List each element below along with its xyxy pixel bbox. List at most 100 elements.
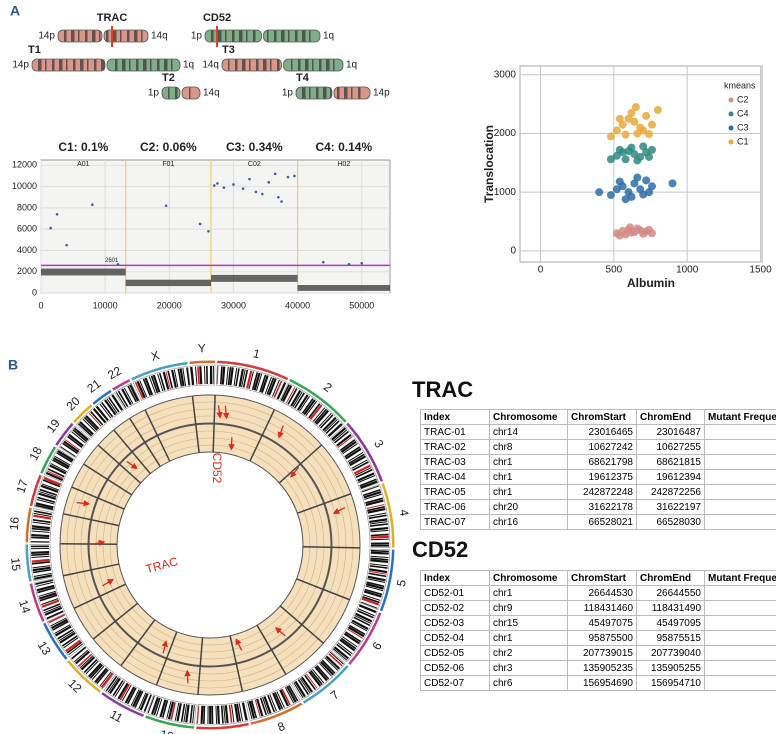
ideogram-band	[31, 558, 50, 563]
chromosome-band	[246, 30, 248, 42]
chromosome-arc	[250, 702, 303, 725]
ideogram-band	[47, 468, 65, 478]
ideogram-band	[220, 705, 224, 724]
ideogram-band	[31, 553, 50, 556]
table-title: TRAC	[412, 377, 474, 402]
table-cell: 135905255	[636, 660, 705, 676]
ideogram-band	[54, 455, 71, 466]
point	[626, 223, 634, 232]
point	[615, 177, 624, 186]
arm-label: 1p	[191, 31, 203, 42]
chromosome-band	[309, 30, 311, 42]
ideogram-band	[319, 414, 334, 429]
table-cell: chr20	[489, 499, 568, 515]
chromosome-band	[143, 59, 147, 71]
ideogram-band	[90, 411, 104, 426]
ideogram-band	[312, 407, 326, 422]
table-cell: CD52-07	[420, 675, 490, 691]
track-line	[73, 408, 347, 682]
point	[595, 188, 604, 197]
site-arrow	[235, 638, 243, 651]
ideogram-band	[42, 479, 61, 488]
table-cell: 73	[704, 585, 776, 601]
ideogram-band	[272, 379, 280, 397]
ideogram-band	[301, 398, 314, 414]
table-cell: 10627242	[567, 439, 637, 455]
table-cell: chr8	[489, 439, 568, 455]
chromosome-band	[288, 30, 290, 42]
table-cell: chr2	[489, 645, 568, 661]
track-separator	[278, 444, 323, 484]
x-tick-label: 20000	[157, 300, 182, 310]
table-cell: 118431490	[636, 600, 705, 616]
ideogram-band	[159, 699, 167, 718]
header-cell: ChromStart	[567, 570, 637, 586]
ideogram-band	[286, 685, 297, 703]
ideogram-band	[167, 370, 174, 389]
gene-label: CD52	[203, 12, 231, 24]
y-tick-label: 10000	[12, 181, 37, 191]
chromosome-arc	[145, 715, 195, 729]
ideogram-band	[276, 691, 285, 709]
ideogram-band	[39, 491, 57, 498]
ideogram-band	[263, 696, 272, 714]
ideogram-band	[85, 660, 99, 675]
ideogram-band	[189, 704, 194, 724]
ideogram-band	[370, 549, 389, 553]
point	[633, 156, 642, 165]
ideogram-band	[305, 400, 318, 416]
ideogram-band	[343, 632, 361, 645]
chromosome-label: 21	[84, 376, 103, 395]
ideogram-band	[83, 416, 98, 431]
y-axis-label: Translocation	[482, 125, 496, 203]
translocation-label: T4	[296, 72, 310, 84]
ideogram-band	[300, 676, 313, 693]
table-cell: 23016487	[636, 424, 705, 440]
ideogram-band	[139, 693, 149, 711]
ideogram-band	[117, 682, 129, 700]
ideogram-band	[358, 604, 377, 614]
ideogram-band	[316, 665, 330, 680]
ideogram-band	[129, 384, 140, 402]
ideogram-band	[35, 579, 54, 585]
droplet	[286, 175, 290, 179]
ideogram-band	[325, 655, 341, 670]
ideogram-band	[57, 628, 74, 640]
ideogram	[132, 366, 191, 401]
chromosome-band	[175, 87, 178, 99]
table-cell: CD52-03	[420, 615, 490, 631]
ideogram-band	[71, 431, 86, 444]
chromosome-band	[256, 59, 259, 71]
point	[621, 130, 630, 139]
header-cell: Mutant Frequency	[704, 409, 776, 425]
point	[606, 132, 615, 141]
ideogram-band	[126, 687, 137, 705]
table-cell: 0.03	[704, 454, 776, 470]
ideogram-band	[339, 638, 356, 652]
y-tick-label: 4000	[17, 245, 37, 255]
table-row: TRAC-04chr119612375196123940.05	[420, 469, 776, 485]
ideogram-band	[297, 679, 310, 695]
track-hole	[116, 451, 304, 639]
ideogram-band	[63, 637, 79, 649]
ideogram-band	[337, 436, 353, 448]
header-cell: Index	[420, 409, 490, 425]
ideogram-band	[365, 583, 384, 590]
x-tick-label: 50000	[349, 300, 374, 310]
ideogram-band	[192, 705, 195, 724]
annotation: CD52	[210, 453, 224, 484]
ideogram-band	[115, 392, 127, 409]
ideogram-band	[357, 608, 375, 617]
ideogram-band	[32, 518, 51, 524]
ideogram-band	[315, 409, 330, 425]
table-cell: CD52-05	[420, 645, 490, 661]
ideogram-band	[37, 587, 55, 594]
droplet	[267, 181, 271, 184]
ideogram-band	[357, 472, 375, 482]
droplet	[216, 182, 219, 185]
ideogram-band	[166, 701, 172, 719]
header-cell: Index	[420, 570, 490, 586]
translocation-label: T1	[28, 44, 41, 56]
ideogram-band	[256, 373, 263, 392]
ideogram-band	[158, 372, 166, 391]
